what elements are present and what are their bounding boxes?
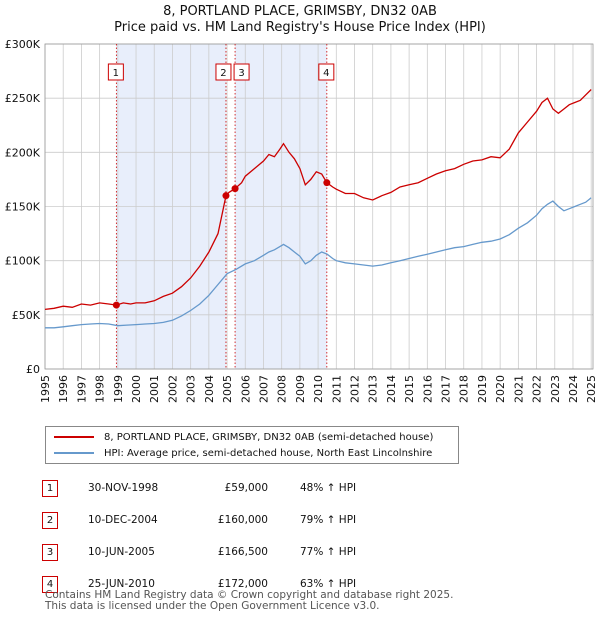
x-tick-label: 2024: [567, 375, 580, 403]
y-tick-label: £0: [26, 363, 40, 376]
sale-number-label-2: 2: [220, 68, 226, 79]
sale-hpi-change: 77% ↑ HPI: [300, 546, 357, 558]
x-tick-label: 2010: [312, 375, 325, 403]
sale-price: £59,000: [224, 482, 268, 494]
sale-price: £160,000: [217, 514, 268, 526]
x-tick-label: 2009: [294, 375, 307, 403]
x-tick-label: 2018: [458, 375, 471, 403]
sale-number-box-1: [107, 63, 124, 81]
sale-number-badge: 2: [42, 511, 58, 529]
sale-point-4: [323, 179, 331, 187]
sale-hpi-change: 63% ↑ HPI: [300, 578, 357, 590]
sale-hpi-change: 48% ↑ HPI: [300, 482, 357, 494]
chart-subtitle: Price paid vs. HM Land Registry's House …: [114, 20, 486, 35]
legend-label-hpi: HPI: Average price, semi-detached house,…: [104, 447, 433, 459]
x-tick-label: 1996: [57, 375, 70, 403]
x-tick-label: 2021: [512, 375, 525, 403]
legend-swatch-hpi: [54, 452, 94, 454]
sale-number-label-4: 4: [323, 68, 329, 79]
table-row: 1 30-NOV-1998 £59,000 48% ↑ HPI: [42, 472, 400, 504]
sale-date: 10-JUN-2005: [88, 546, 155, 558]
y-tick-label: £50K: [12, 309, 41, 322]
x-tick-label: 2007: [257, 375, 270, 403]
sale-date: 25-JUN-2010: [88, 578, 155, 590]
table-row: 4 25-JUN-2010 £172,000 63% ↑ HPI: [42, 568, 400, 600]
sale-number-box-4: [318, 63, 335, 81]
y-tick-label: £150K: [5, 201, 41, 214]
sale-number-badge: 1: [42, 479, 58, 497]
sale-date: 10-DEC-2004: [88, 514, 158, 526]
y-tick-label: £250K: [5, 92, 41, 105]
legend-swatch-property: [54, 436, 94, 438]
y-tick-label: £100K: [5, 255, 41, 268]
x-tick-label: 2013: [367, 375, 380, 403]
x-tick-label: 2008: [276, 375, 289, 403]
x-tick-label: 1995: [39, 375, 52, 403]
table-row: 2 10-DEC-2004 £160,000 79% ↑ HPI: [42, 504, 400, 536]
footer-licence: This data is licensed under the Open Gov…: [45, 600, 380, 612]
sale-price: £166,500: [217, 546, 268, 558]
x-tick-label: 2019: [476, 375, 489, 403]
property-price-line: [44, 89, 592, 311]
x-tick-label: 2002: [166, 375, 179, 403]
x-tick-label: 2000: [130, 375, 143, 403]
chart-title: 8, PORTLAND PLACE, GRIMSBY, DN32 0AB: [163, 4, 437, 19]
x-tick-label: 2017: [440, 375, 453, 403]
x-tick-label: 2001: [148, 375, 161, 403]
x-tick-label: 2012: [349, 375, 362, 403]
legend-item-hpi: HPI: Average price, semi-detached house,…: [54, 445, 432, 461]
price-chart: £0 £50K £100K £150K £200K £250K £300K 1995 1996 1…: [5, 38, 598, 403]
x-tick-label: 2014: [385, 375, 398, 403]
footer-copyright: Contains HM Land Registry data © Crown c…: [45, 589, 454, 601]
sale-point-1: [112, 301, 120, 309]
x-tick-label: 2006: [239, 375, 252, 403]
sale-number-badge: 3: [42, 543, 58, 561]
footer: Contains HM Land Registry data © Crown c…: [45, 590, 453, 612]
x-tick-label: 2022: [531, 375, 544, 403]
transactions-table: 1 30-NOV-1998 £59,000 48% ↑ HPI 2 10-DEC…: [42, 472, 400, 600]
table-row: 3 10-JUN-2005 £166,500 77% ↑ HPI: [42, 536, 400, 568]
sale-point-2: [222, 192, 230, 200]
y-tick-label: £300K: [5, 38, 41, 51]
sale-number-box-3: [233, 63, 250, 81]
x-tick-label: 2016: [421, 375, 434, 403]
sale-number-badge: 4: [42, 575, 58, 593]
x-tick-label: 2025: [585, 375, 598, 403]
hpi-line: [45, 197, 592, 329]
x-tick-label: 2005: [221, 375, 234, 403]
x-tick-label: 1997: [75, 375, 88, 403]
sale-number-label-1: 1: [113, 68, 119, 79]
y-tick-label: £200K: [5, 146, 41, 159]
x-tick-label: 2020: [494, 375, 507, 403]
x-tick-label: 2011: [330, 375, 343, 403]
legend-item-property: 8, PORTLAND PLACE, GRIMSBY, DN32 0AB (se…: [54, 429, 433, 445]
x-tick-label: 1999: [112, 375, 125, 403]
x-tick-label: 1998: [94, 375, 107, 403]
sale-number-box-2: [215, 63, 232, 81]
legend: 8, PORTLAND PLACE, GRIMSBY, DN32 0AB (se…: [45, 426, 459, 464]
x-tick-label: 2023: [549, 375, 562, 403]
sale-point-3: [231, 185, 239, 193]
sale-price: £172,000: [217, 578, 268, 590]
plot-border: [44, 43, 594, 370]
legend-label-property: 8, PORTLAND PLACE, GRIMSBY, DN32 0AB (se…: [104, 431, 434, 443]
x-tick-label: 2015: [403, 375, 416, 403]
x-tick-label: 2003: [185, 375, 198, 403]
sale-date: 30-NOV-1998: [88, 482, 159, 494]
sale-number-label-3: 3: [238, 68, 244, 79]
sale-hpi-change: 79% ↑ HPI: [300, 514, 357, 526]
x-tick-label: 2004: [203, 375, 216, 403]
